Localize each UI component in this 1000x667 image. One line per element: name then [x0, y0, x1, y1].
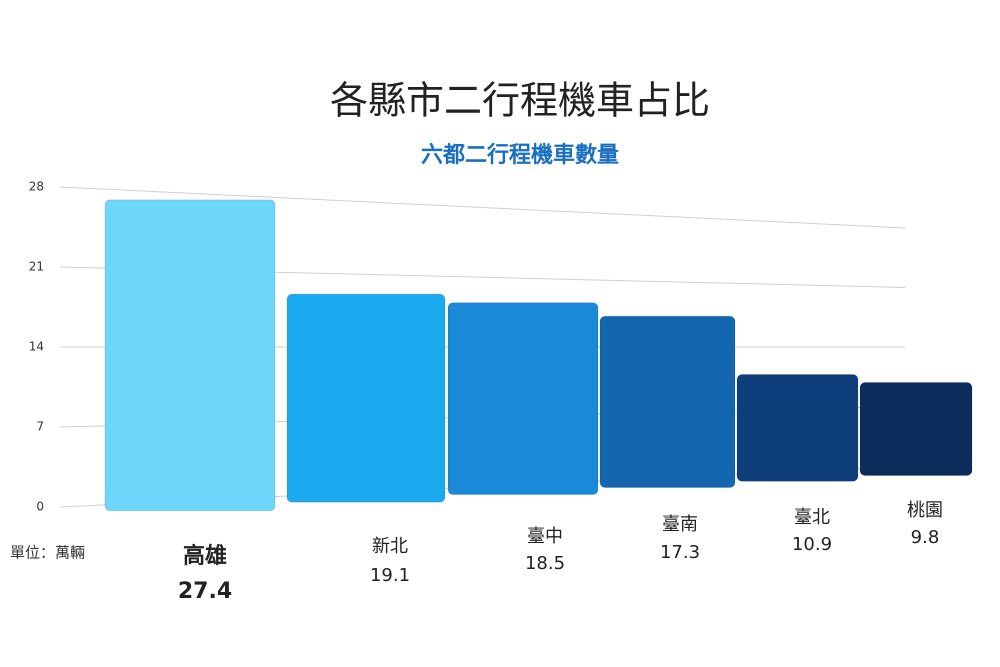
y-tick-label: 28 [29, 180, 44, 194]
category-label: 高雄 [183, 543, 227, 569]
y-tick-label: 21 [29, 260, 44, 274]
value-label: 18.5 [525, 553, 565, 574]
category-label: 新北 [372, 536, 408, 557]
y-tick-label: 7 [36, 420, 44, 434]
unit-label: 單位：萬輛 [10, 544, 85, 562]
value-label: 27.4 [178, 579, 232, 604]
value-label: 9.8 [911, 527, 940, 548]
bar [736, 374, 859, 482]
chart-subtitle: 六都二行程機車數量 [421, 142, 619, 168]
y-tick-label: 14 [29, 340, 44, 354]
bar [859, 382, 973, 476]
category-label: 臺北 [794, 507, 830, 528]
bar [447, 302, 599, 496]
value-label: 19.1 [370, 565, 410, 586]
value-label: 10.9 [792, 534, 832, 555]
category-label: 桃園 [907, 500, 943, 521]
chart-title: 各縣市二行程機車占比 [330, 79, 710, 123]
category-label: 臺南 [662, 514, 698, 535]
bar [599, 315, 736, 489]
category-label: 臺中 [527, 526, 563, 547]
grid-line [59, 186, 906, 229]
value-label: 17.3 [660, 542, 700, 563]
bar [286, 293, 446, 503]
bar [104, 199, 276, 512]
y-tick-label: 0 [36, 500, 44, 514]
